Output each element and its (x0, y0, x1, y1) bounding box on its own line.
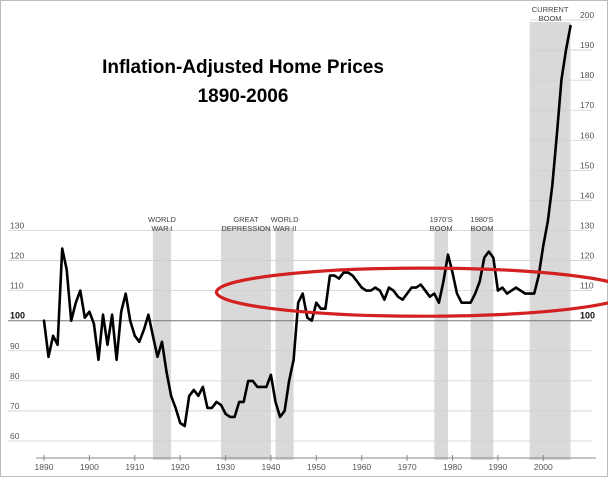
period-label: WAR I (151, 224, 172, 233)
period-band (275, 227, 294, 460)
x-tick-label: 1900 (80, 462, 99, 472)
highlight-ellipse (214, 266, 608, 318)
axis-ticks: 60 70 80 90 100 110 120 130 100 110 120 130 140 150 16… (10, 10, 596, 472)
x-tick-label: 1940 (261, 462, 280, 472)
period-label: 1980'S (470, 215, 493, 224)
period-label: BOOM (471, 224, 494, 233)
y-tick-left: 80 (10, 371, 20, 381)
y-tick-left: 110 (10, 281, 24, 291)
y-tick-left: 70 (10, 401, 20, 411)
period-label: 1970'S (430, 215, 453, 224)
period-label: BOOM (430, 224, 453, 233)
y-tick-right: 100 (580, 311, 595, 321)
period-label: WORLD (271, 215, 300, 224)
y-tick-right: 200 (580, 10, 594, 20)
period-bands (152, 22, 571, 460)
x-tick-label: 1980 (443, 462, 462, 472)
x-tick-label: 1970 (398, 462, 417, 472)
period-band (470, 227, 494, 460)
period-band (221, 227, 271, 460)
period-band (529, 22, 571, 460)
chart-title: Inflation-Adjusted Home Prices (102, 57, 384, 78)
price-line (42, 24, 572, 428)
y-tick-right: 120 (580, 251, 594, 261)
x-tick-label: 2000 (534, 462, 553, 472)
y-tick-right: 150 (580, 160, 594, 170)
x-tick-label: 1960 (352, 462, 371, 472)
price-series (42, 24, 572, 428)
y-tick-right: 170 (580, 100, 594, 110)
y-tick-left: 60 (10, 431, 20, 441)
period-label: DEPRESSION (221, 224, 270, 233)
x-tick-label: 1990 (488, 462, 507, 472)
y-tick-right: 140 (580, 190, 594, 200)
period-label: WAR II (273, 224, 296, 233)
y-tick-left: 130 (10, 221, 24, 231)
y-tick-left: 100 (10, 311, 25, 321)
x-tick-label: 1950 (307, 462, 326, 472)
chart-subtitle: 1890-2006 (198, 86, 289, 107)
y-tick-right: 160 (580, 130, 594, 140)
period-label: WORLD (148, 215, 177, 224)
y-tick-left: 120 (10, 251, 24, 261)
period-band (434, 227, 448, 460)
y-tick-right: 130 (580, 221, 594, 231)
x-tick-label: 1910 (125, 462, 144, 472)
period-label: CURRENT (532, 5, 569, 14)
y-tick-right: 190 (580, 40, 594, 50)
gridlines (8, 19, 592, 442)
x-tick-label: 1890 (35, 462, 54, 472)
y-tick-right: 110 (580, 281, 594, 291)
x-tick-label: 1930 (216, 462, 235, 472)
period-label: GREAT (233, 215, 259, 224)
period-label: BOOM (539, 14, 562, 23)
x-tick-label: 1920 (171, 462, 190, 472)
highlight-annotation (214, 266, 608, 318)
y-tick-right: 180 (580, 70, 594, 80)
y-tick-left: 90 (10, 341, 20, 351)
